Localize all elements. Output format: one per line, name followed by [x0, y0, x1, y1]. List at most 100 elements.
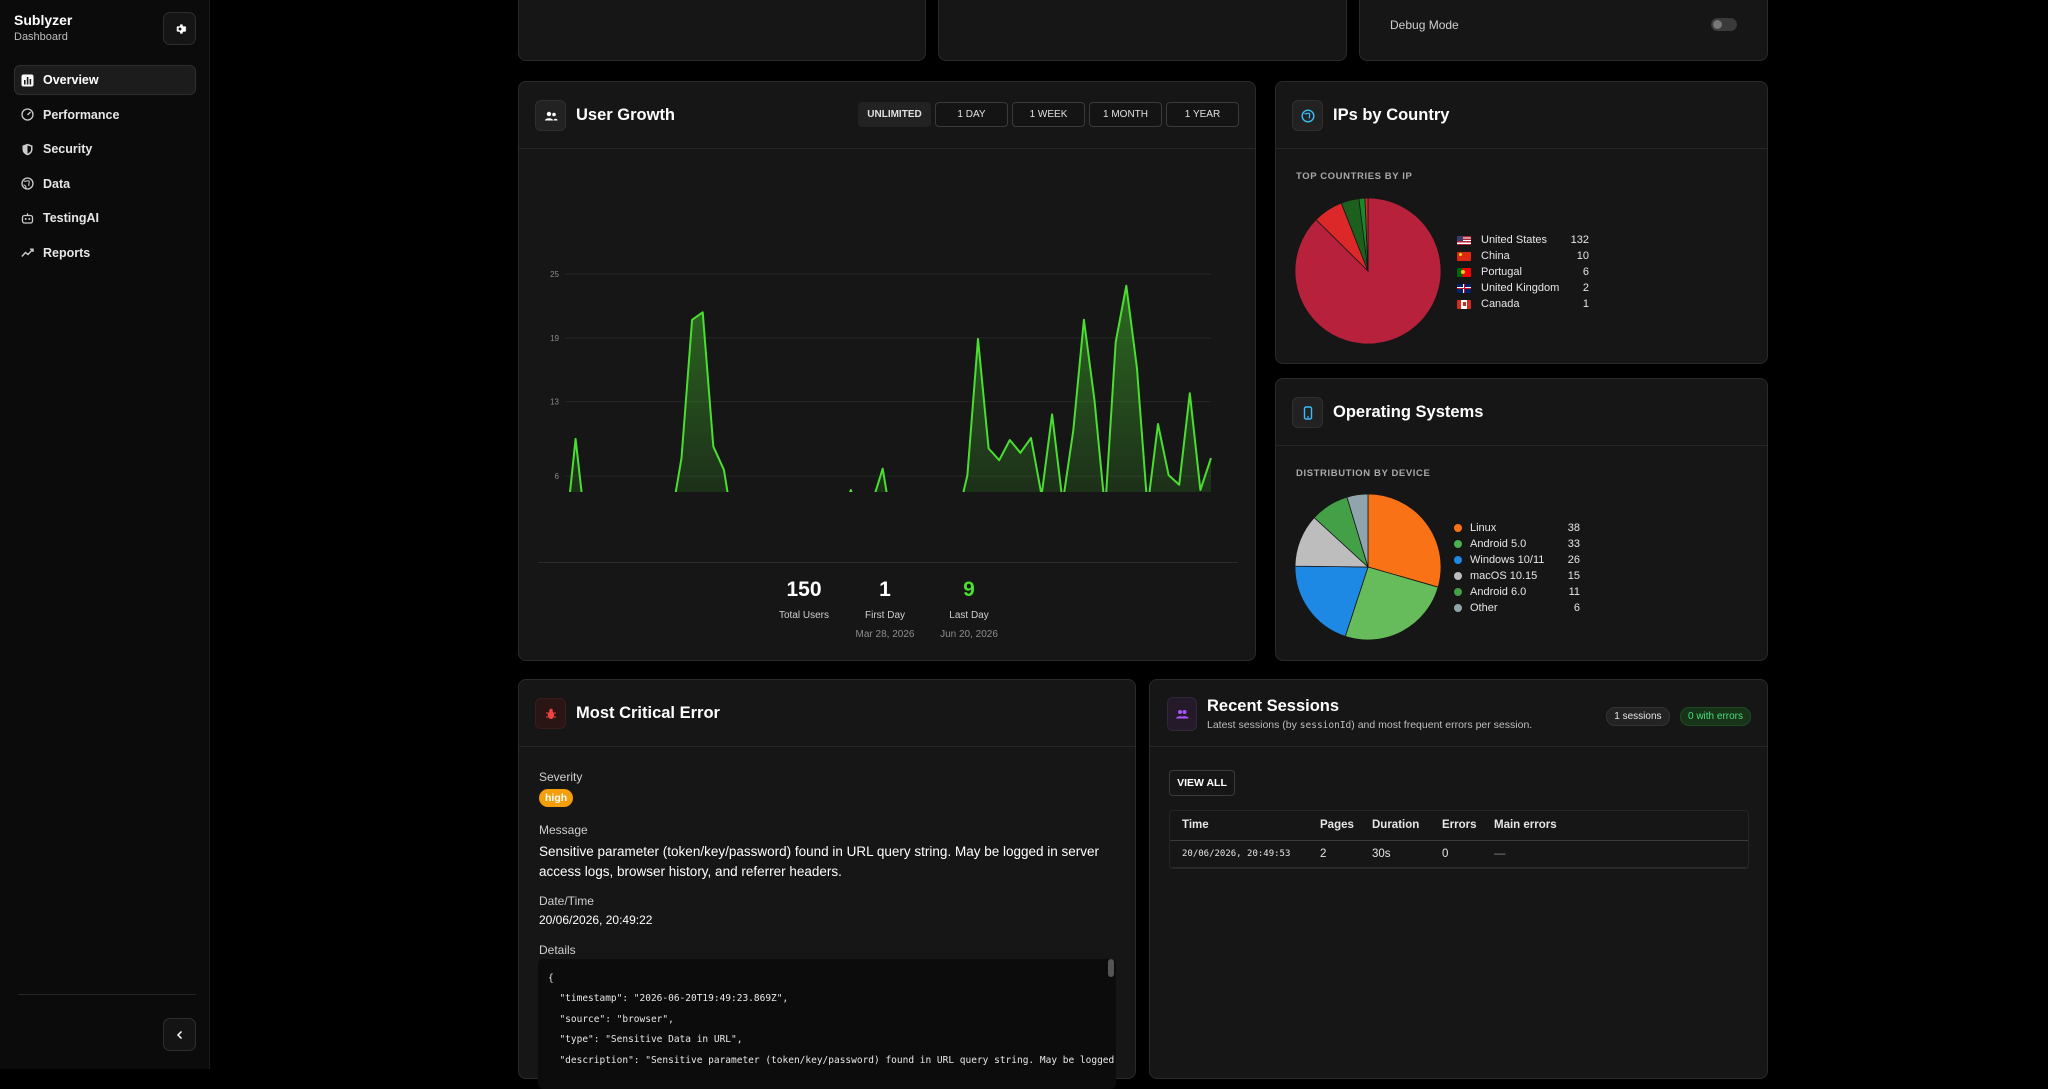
legend-item: Android 6.0 11	[1454, 584, 1580, 600]
legend-item: Android 5.0 33	[1454, 536, 1580, 552]
sidebar-item-reports[interactable]: Reports	[14, 238, 196, 268]
legend-item: United States 132	[1457, 232, 1589, 248]
y-tick-label: 25	[550, 270, 559, 279]
legend-name: Linux	[1470, 522, 1497, 534]
section-subtitle: DISTRIBUTION BY DEVICE	[1296, 468, 1431, 479]
globe-icon	[1292, 100, 1323, 131]
legend-dot	[1454, 524, 1462, 532]
legend-value: 11	[1568, 586, 1580, 598]
sidebar-item-overview[interactable]: Overview	[14, 65, 196, 95]
cell-main-errors: —	[1482, 839, 1748, 868]
range-unlimited[interactable]: UNLIMITED	[858, 102, 931, 127]
stat-total-users: 150 Total Users	[759, 578, 849, 621]
range-1-year[interactable]: 1 YEAR	[1166, 102, 1239, 127]
subtitle-code: sessionId	[1299, 720, 1352, 731]
legend-dot	[1454, 556, 1462, 564]
card-header: User Growth UNLIMITED 1 DAY 1 WEEK 1 MON…	[519, 82, 1255, 149]
sidebar-item-label: Performance	[43, 107, 120, 122]
chevron-left-icon	[176, 1030, 182, 1039]
globe-icon	[21, 177, 34, 190]
sessions-table: Time Pages Duration Errors Main errors 2…	[1170, 811, 1748, 868]
legend-name: Canada	[1481, 298, 1520, 310]
sidebar-item-label: Overview	[43, 73, 99, 87]
shield-icon	[21, 143, 34, 156]
card-title: Operating Systems	[1333, 403, 1484, 421]
stat-date: Mar 28, 2026	[855, 629, 915, 640]
column-header: Main errors	[1494, 819, 1557, 832]
sidebar-item-data[interactable]: Data	[14, 169, 196, 199]
top-card-2	[938, 0, 1347, 61]
country-legend: United States 132 China 10 Portugal 6 Un…	[1457, 232, 1589, 312]
sidebar: Sublyzer Dashboard Overview Performance …	[0, 0, 210, 1069]
sidebar-item-security[interactable]: Security	[14, 134, 196, 164]
range-1-day[interactable]: 1 DAY	[935, 102, 1008, 127]
series-line	[569, 284, 1212, 492]
area-fill	[570, 285, 1211, 492]
brand: Sublyzer Dashboard	[14, 12, 72, 43]
message-label: Message	[539, 823, 588, 837]
scrollbar-thumb[interactable]	[1108, 959, 1114, 977]
sidebar-item-label: Reports	[43, 245, 91, 260]
legend-item: China 10	[1457, 248, 1589, 264]
legend-dot	[1454, 540, 1462, 548]
legend-name: Windows 10/11	[1470, 554, 1545, 566]
sidebar-item-performance[interactable]: Performance	[14, 100, 196, 130]
collapse-sidebar-button[interactable]	[163, 1018, 196, 1051]
stat-date: Jun 20, 2026	[940, 629, 998, 640]
legend-value: 38	[1567, 522, 1580, 534]
user-growth-chart: 061319252026-03-282026-06-20	[550, 270, 1212, 492]
details-code-block[interactable]: { "timestamp": "2026-06-20T19:49:23.869Z…	[538, 959, 1116, 1089]
os-pie-chart	[1294, 493, 1442, 641]
stat-label: First Day	[865, 610, 905, 621]
operating-systems-card: Operating Systems DISTRIBUTION BY DEVICE…	[1275, 378, 1768, 661]
legend-name: United States	[1481, 234, 1548, 246]
legend-dot	[1454, 604, 1462, 612]
errors-count-pill: 0 with errors	[1679, 707, 1751, 726]
debug-mode-label: Debug Mode	[1390, 18, 1459, 32]
code-line: "type": "Sensitive Data in URL",	[548, 1034, 743, 1046]
sidebar-divider	[18, 994, 196, 995]
sessions-count-pill: 1 sessions	[1606, 707, 1670, 726]
legend-name: Other	[1470, 602, 1498, 614]
ips-by-country-card: IPs by Country TOP COUNTRIES BY IP Unite…	[1275, 81, 1768, 364]
stat-value: 9	[963, 578, 975, 601]
legend-value: 1	[1582, 298, 1589, 310]
legend-value: 10	[1576, 250, 1589, 262]
debug-mode-toggle[interactable]	[1711, 18, 1737, 31]
card-header: Most Critical Error	[519, 680, 1135, 747]
column-header: Errors	[1442, 819, 1477, 832]
recent-sessions-card: Recent Sessions Latest sessions (by sess…	[1149, 679, 1768, 1079]
range-selector: UNLIMITED 1 DAY 1 WEEK 1 MONTH 1 YEAR	[858, 102, 1239, 127]
users-icon	[1167, 697, 1197, 731]
stat-label: Last Day	[949, 610, 989, 621]
severity-badge: high	[539, 789, 574, 807]
card-header: IPs by Country	[1276, 82, 1767, 149]
card-title: IPs by Country	[1333, 106, 1450, 124]
card-title: Recent Sessions	[1207, 697, 1340, 715]
bug-icon	[535, 698, 566, 729]
legend-name: Android 6.0	[1470, 586, 1527, 598]
session-pills: 1 sessions 0 with errors	[1600, 706, 1751, 726]
range-1-month[interactable]: 1 MONTH	[1089, 102, 1162, 127]
legend-item: Other 6	[1454, 600, 1580, 616]
bot-icon	[21, 212, 34, 225]
view-all-button[interactable]: VIEW ALL	[1169, 770, 1235, 796]
stat-last-day: 9 Last Day Jun 20, 2026	[924, 578, 1014, 640]
code-line: {	[548, 973, 554, 984]
top-card-3: Debug Mode	[1359, 0, 1768, 61]
table-row[interactable]: 20/06/2026, 20:49:53 2 30s 0 —	[1170, 839, 1748, 868]
legend-item: Canada 1	[1457, 296, 1589, 312]
sidebar-item-testingai[interactable]: TestingAI	[14, 203, 196, 233]
stats-divider	[538, 562, 1238, 563]
card-title: Most Critical Error	[576, 704, 720, 722]
cell-errors: 0	[1430, 839, 1482, 868]
cell-time: 20/06/2026, 20:49:53	[1170, 839, 1308, 868]
trend-icon	[21, 246, 34, 259]
cell-duration: 30s	[1360, 839, 1430, 868]
settings-button[interactable]	[163, 12, 196, 45]
legend-value: 6	[1573, 602, 1580, 614]
sidebar-item-label: Security	[43, 142, 93, 156]
critical-error-card: Most Critical Error Severity high Messag…	[518, 679, 1136, 1089]
range-1-week[interactable]: 1 WEEK	[1012, 102, 1085, 127]
stat-value: 150	[786, 578, 822, 601]
